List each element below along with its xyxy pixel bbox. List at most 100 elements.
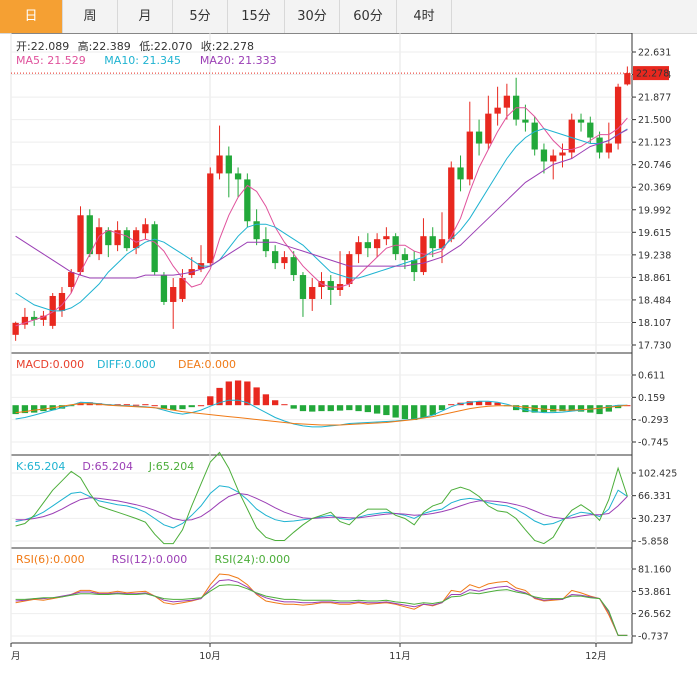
- macd-bar: [40, 405, 47, 412]
- macd-bar: [448, 404, 455, 406]
- price-axis-tick-label: 20.369: [638, 183, 671, 194]
- candle-body: [105, 230, 112, 246]
- candle-body: [225, 155, 232, 174]
- rsi-header-1: RSI(12):0.000: [112, 553, 188, 566]
- rsi-header-2: RSI(24):0.000: [215, 553, 291, 566]
- tab-3[interactable]: 5分: [173, 0, 228, 33]
- candle-body: [587, 122, 594, 138]
- candle-body: [272, 251, 279, 264]
- candle-body: [429, 236, 436, 249]
- candle-body: [21, 316, 29, 325]
- kdj-d-line: [15, 492, 628, 521]
- candle-body: [411, 260, 418, 273]
- candle-body: [234, 173, 242, 180]
- rsi-axis-tick-label: 53.861: [638, 587, 671, 598]
- candle-body: [68, 272, 75, 288]
- ma20-line: [15, 129, 628, 279]
- candle-body: [281, 257, 288, 264]
- price-axis-tick-label: 21.877: [638, 93, 671, 104]
- price-axis-tick-label: 19.238: [638, 250, 671, 261]
- macd-bar: [58, 405, 66, 409]
- price-axis-tick-label: 20.746: [638, 160, 671, 171]
- candle-body: [550, 155, 557, 162]
- candle-body: [373, 239, 381, 249]
- candle-body: [624, 73, 631, 85]
- price-axis-tick-label: 21.500: [638, 115, 671, 126]
- macd-bar: [207, 396, 214, 406]
- candle-body: [401, 254, 409, 261]
- macd-bar: [123, 404, 131, 406]
- macd-axis-tick-label: -0.293: [638, 415, 669, 426]
- candle-body: [40, 315, 47, 320]
- macd-header-1: DIFF:0.000: [97, 358, 156, 371]
- candle-body: [605, 143, 612, 153]
- price-axis-tick-label: 17.730: [638, 341, 671, 352]
- tab-4[interactable]: 15分: [228, 0, 285, 33]
- macd-bar: [438, 405, 446, 411]
- tab-2[interactable]: 月: [118, 0, 173, 33]
- macd-diff-line: [15, 399, 628, 428]
- tab-6[interactable]: 60分: [340, 0, 397, 33]
- price-axis-tick-label: 18.107: [638, 318, 671, 329]
- candle-body: [95, 227, 103, 255]
- candle-body: [466, 131, 473, 180]
- rsi-header-0: RSI(6):0.000: [16, 553, 85, 566]
- candle-body: [540, 149, 548, 162]
- x-tick-label: 10月: [199, 651, 221, 662]
- macd-bar: [188, 405, 195, 408]
- candle-body: [142, 224, 149, 234]
- candle-body: [216, 155, 223, 174]
- macd-bar: [142, 404, 149, 406]
- macd-bar: [420, 405, 427, 418]
- macd-bar: [31, 405, 38, 413]
- macd-bar: [475, 401, 483, 406]
- macd-bar: [429, 405, 436, 416]
- macd-bar: [336, 405, 344, 411]
- last-price-badge: [633, 66, 669, 81]
- candle-body: [114, 230, 121, 246]
- macd-bar: [596, 405, 603, 415]
- candle-body: [522, 119, 529, 123]
- candle-body: [494, 107, 501, 114]
- candle-body: [123, 230, 131, 249]
- candle-body: [568, 119, 575, 153]
- kdj-axis-tick-label: 66.331: [638, 491, 671, 502]
- candle-body: [503, 95, 511, 108]
- kdj-axis-tick-label: 30.237: [638, 514, 671, 525]
- macd-bar: [559, 405, 566, 412]
- kdj-j-line: [15, 451, 628, 545]
- ma-header-2: MA20: 21.333: [200, 54, 277, 67]
- tab-1[interactable]: 周: [63, 0, 118, 33]
- candle-body: [207, 173, 214, 264]
- candle-body: [309, 287, 316, 299]
- macd-bar: [522, 405, 529, 413]
- ma-header-1: MA10: 21.345: [104, 54, 181, 67]
- candle-body: [559, 152, 566, 156]
- candle-body: [596, 137, 603, 153]
- macd-bar: [290, 405, 297, 409]
- candle-body: [12, 322, 19, 335]
- tab-7[interactable]: 4时: [397, 0, 452, 33]
- macd-bar: [272, 400, 279, 406]
- macd-dea-line: [15, 403, 628, 426]
- macd-bar: [281, 404, 288, 406]
- candle-body: [77, 215, 84, 273]
- candle-body: [475, 131, 483, 144]
- macd-bar: [179, 405, 186, 410]
- macd-bar: [170, 405, 177, 411]
- candle-body: [457, 167, 464, 180]
- candle-body: [485, 113, 492, 144]
- macd-bar: [550, 405, 557, 412]
- rsi-axis-tick-label: 26.562: [638, 609, 671, 620]
- ohlc-high: 高:22.389: [78, 39, 131, 53]
- rsi12-line: [15, 579, 628, 636]
- candle-body: [58, 292, 66, 311]
- candle-body: [262, 239, 270, 252]
- tab-0[interactable]: 日: [0, 0, 63, 33]
- tab-5[interactable]: 30分: [285, 0, 340, 33]
- kdj-k-line: [15, 485, 628, 529]
- macd-bar: [12, 405, 19, 415]
- macd-bar: [160, 405, 168, 409]
- macd-axis-tick-label: -0.745: [638, 438, 669, 449]
- macd-bar: [244, 381, 251, 406]
